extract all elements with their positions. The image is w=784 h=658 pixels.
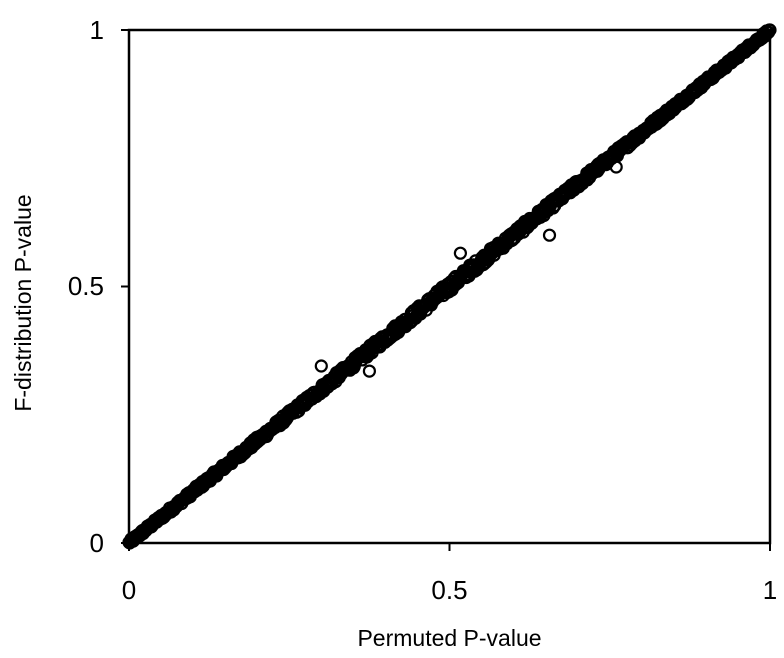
y-axis-label: F-distribution P-value [10,194,36,411]
data-points [122,23,777,550]
data-point [314,359,328,373]
x-tick-label-1: 0.5 [431,575,467,605]
data-point [542,228,557,242]
y-tick-label-2: 1 [90,15,104,45]
x-axis-ticks: 0 0.5 1 [122,543,777,605]
x-tick-label-2: 1 [763,575,777,605]
data-point [453,246,467,260]
y-axis-ticks: 0 0.5 1 [68,15,129,558]
y-tick-label-0: 0 [90,528,104,558]
x-axis-label: Permuted P-value [357,625,541,651]
x-tick-label-0: 0 [122,575,136,605]
data-point [609,160,623,174]
y-tick-label-1: 0.5 [68,271,104,301]
data-point [362,364,376,378]
data-point [763,23,777,37]
